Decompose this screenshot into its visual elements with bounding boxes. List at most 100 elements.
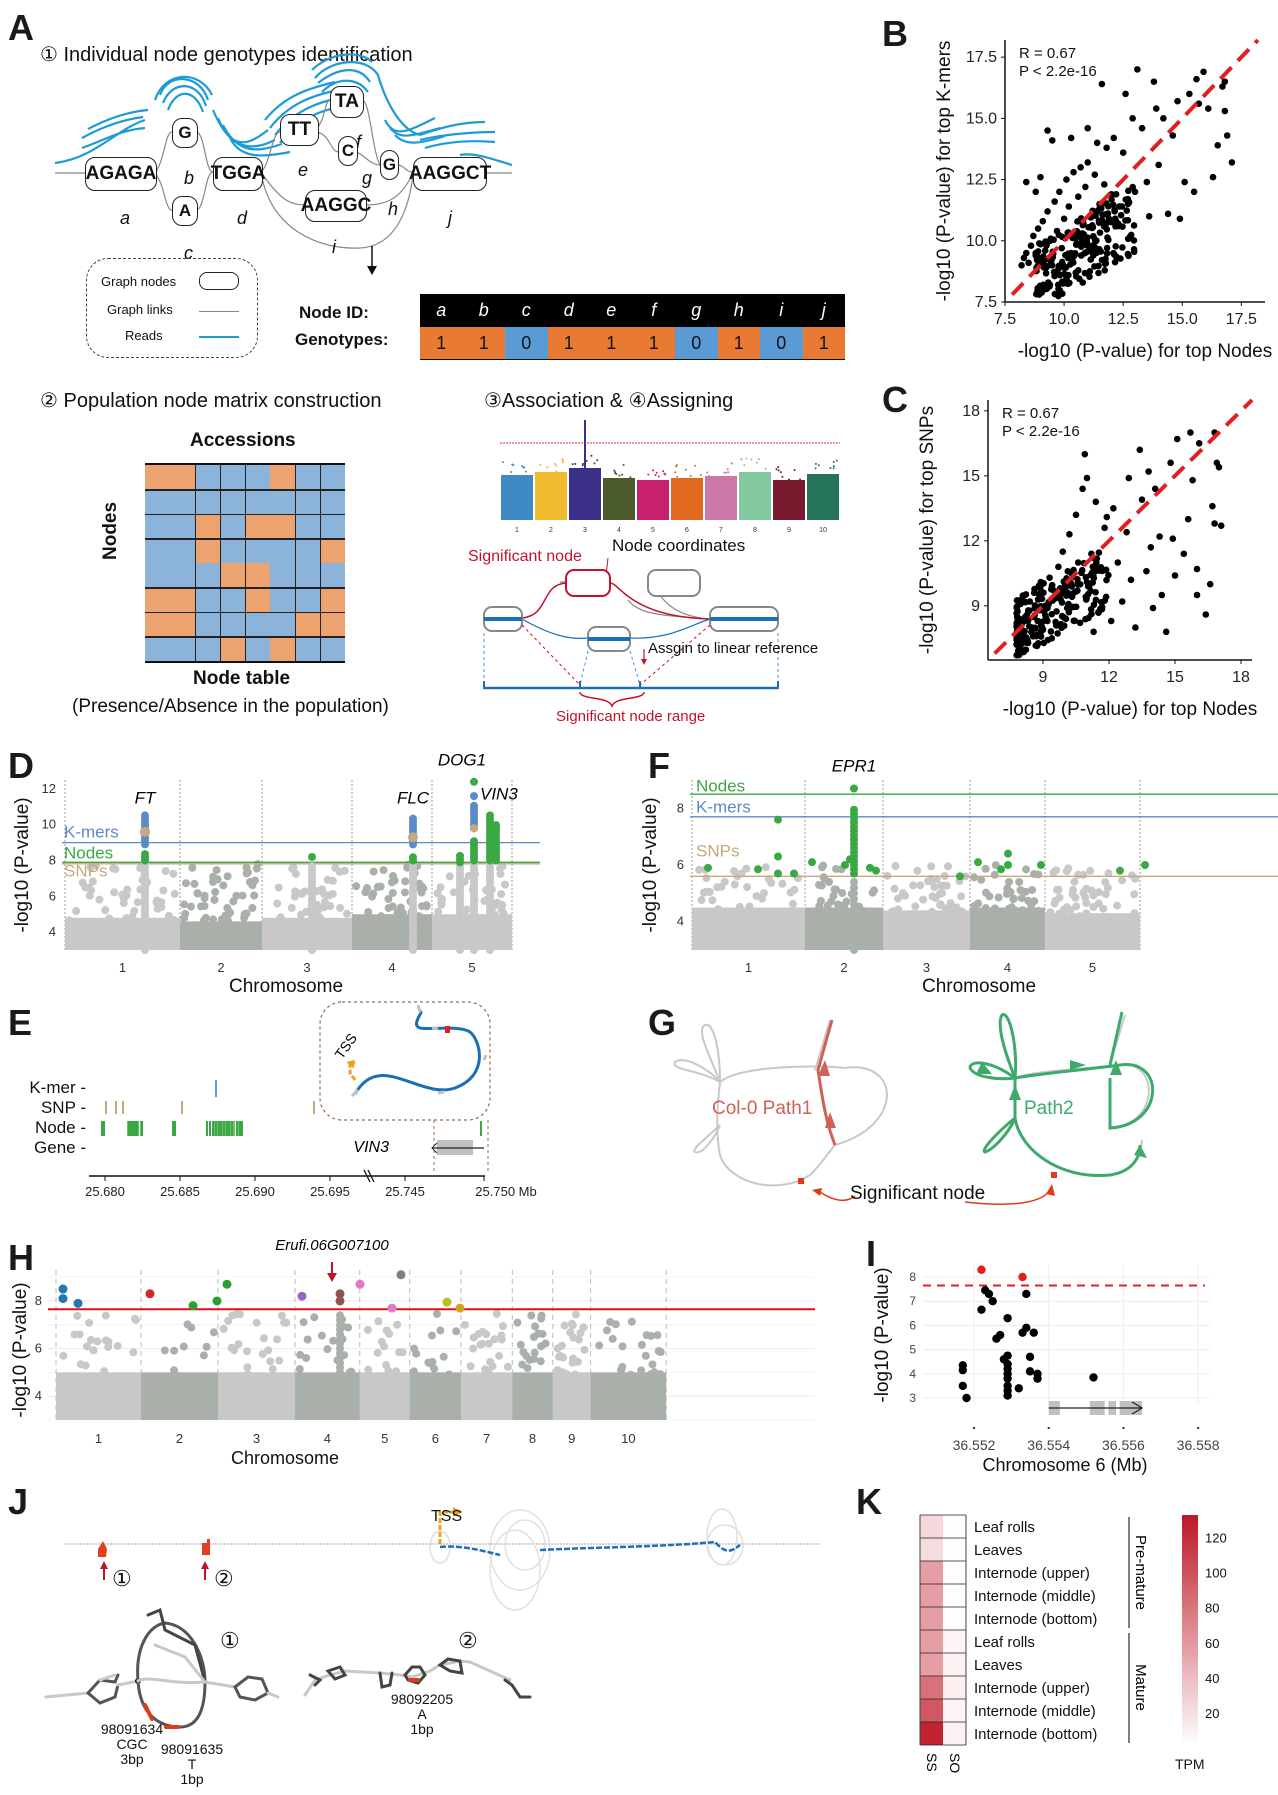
data-point — [1086, 273, 1093, 280]
data-point — [958, 1365, 967, 1375]
sig-node-point — [872, 866, 880, 875]
snp-point — [612, 1396, 621, 1405]
sig-node-point — [974, 858, 982, 867]
snp-point — [1015, 877, 1024, 886]
significant-point — [335, 1296, 345, 1306]
x-tick-label: 25.685 — [160, 1184, 200, 1199]
data-point — [1101, 267, 1109, 274]
sig-node-point — [1004, 861, 1012, 869]
snp-point — [490, 1391, 499, 1400]
snp-point — [487, 1411, 496, 1420]
matrix-cell — [320, 514, 345, 539]
snp-point — [819, 873, 828, 882]
snp-point — [1131, 920, 1140, 929]
data-point — [1034, 225, 1042, 232]
data-point — [1025, 1367, 1035, 1376]
path2-label: Path2 — [1024, 1098, 1074, 1119]
data-point — [1077, 164, 1084, 171]
snp-point — [607, 1403, 616, 1412]
heatmap-cell — [920, 1653, 943, 1676]
significant-point — [335, 1289, 345, 1299]
snp-point — [840, 921, 849, 930]
snp-point — [329, 1336, 338, 1345]
snp-point — [105, 914, 114, 923]
matrix-vline — [219, 465, 221, 661]
node-peak — [470, 777, 478, 786]
data-point — [1223, 132, 1231, 139]
colorbar-step — [1182, 1640, 1198, 1645]
data-point — [1110, 217, 1118, 225]
data-point — [1014, 616, 1022, 624]
data-point — [1048, 137, 1056, 144]
data-point — [1079, 221, 1087, 229]
matrix-cell — [295, 612, 320, 637]
data-point — [1124, 187, 1132, 195]
snp-point — [461, 1320, 470, 1329]
y-axis-label: -log10 (P-value) for top K-mers — [934, 41, 955, 302]
snp-point — [695, 865, 704, 874]
data-point — [1117, 255, 1124, 262]
inset-significant — [445, 1026, 450, 1033]
snp-point — [364, 1365, 373, 1374]
data-point — [1021, 628, 1028, 635]
snp-point — [282, 1318, 291, 1327]
colorbar-step — [1182, 1556, 1198, 1562]
snp-point — [1099, 904, 1108, 913]
p-annotation: P < 2.2e-16 — [1002, 423, 1080, 440]
snp-point — [1120, 916, 1129, 925]
x-tick-label: 9 — [568, 1431, 575, 1446]
data-point — [1018, 261, 1025, 269]
data-point — [1098, 605, 1106, 613]
snp-point — [342, 1388, 351, 1397]
data-point — [1145, 468, 1152, 475]
mini-point — [554, 462, 557, 465]
x-tick — [1197, 1427, 1200, 1429]
snp-point — [380, 1342, 389, 1351]
snp-point — [279, 1403, 288, 1412]
snp-point — [1103, 883, 1112, 892]
site2-variant: 98092205 A 1bp — [382, 1692, 462, 1737]
chrom-block — [807, 474, 839, 520]
x-tick-label: 36.554 — [1027, 1437, 1070, 1453]
data-point — [1122, 90, 1129, 98]
snp-point — [399, 1388, 408, 1397]
colorbar-step — [1182, 1560, 1198, 1565]
snp-point — [1079, 888, 1088, 897]
snp-point — [527, 1311, 536, 1320]
snp-point — [311, 1399, 320, 1408]
snp-point — [409, 1367, 418, 1376]
snp-point — [761, 863, 770, 872]
matrix-cell — [295, 489, 320, 514]
snp-point — [275, 1356, 284, 1365]
matrix-cell — [295, 587, 320, 612]
snp-point — [444, 1403, 453, 1412]
gt-id-cell: b — [462, 294, 505, 327]
data-point — [1095, 217, 1103, 224]
data-point — [1084, 124, 1092, 132]
snp-point — [323, 1408, 332, 1417]
data-point — [1095, 269, 1102, 277]
data-point — [1103, 244, 1111, 252]
snp-point — [488, 1362, 497, 1371]
snp-point — [240, 913, 249, 922]
snp-point — [1059, 930, 1068, 939]
snp-point — [73, 1311, 82, 1320]
graph-node-g: C — [338, 136, 358, 166]
data-point — [1083, 595, 1090, 602]
snp-point — [758, 894, 767, 903]
track-label: K-mer - — [29, 1078, 86, 1097]
snp-point — [936, 901, 945, 910]
snp-point — [639, 1409, 648, 1418]
snp-point — [606, 1317, 615, 1326]
mini-point — [561, 461, 564, 464]
snp-point — [434, 907, 443, 916]
data-point — [1041, 247, 1049, 254]
data-point — [995, 1330, 1005, 1340]
data-point — [1138, 496, 1146, 503]
graph-paths-g — [673, 1011, 1155, 1205]
snp-point — [1064, 864, 1073, 873]
data-point — [1217, 522, 1225, 529]
data-point — [1116, 203, 1123, 210]
colorbar-step — [1182, 1720, 1198, 1725]
snp-point — [383, 1377, 392, 1386]
